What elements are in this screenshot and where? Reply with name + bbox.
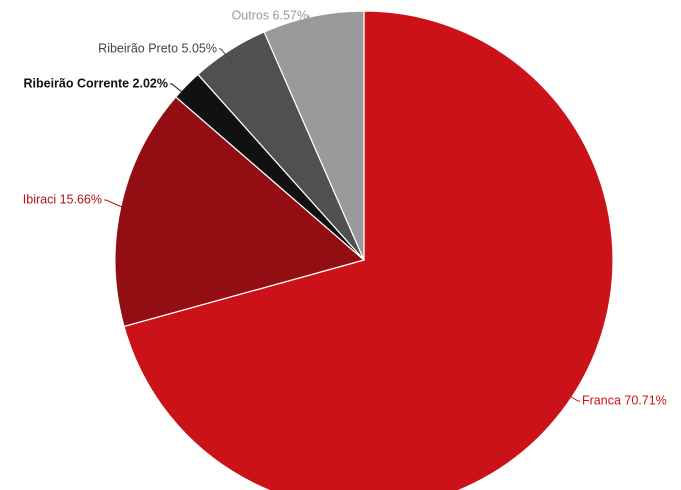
pie-slice-franca[interactable]: [123, 10, 614, 490]
data-label-franca: Franca 70.71%: [582, 393, 667, 407]
data-label-outros: Outros 6.57%: [232, 8, 308, 22]
leader-line-ribeirao-preto: [219, 48, 234, 65]
leader-line-ribeirao-corrente: [170, 83, 189, 98]
pie-slice-ibiraci[interactable]: [114, 96, 365, 328]
pie-slices: [114, 10, 614, 490]
data-label-ibiraci: Ibiraci 15.66%: [23, 192, 102, 206]
data-labels: Franca 70.71% Ibiraci 15.66% Ribeirão Corr…: [23, 8, 667, 407]
leader-line-franca: [559, 389, 580, 402]
label-leader-lines: [104, 15, 580, 402]
data-label-ribeirao-corrente: Ribeirão Corrente 2.02%: [24, 76, 169, 90]
leader-line-ibiraci: [104, 199, 123, 208]
pie-slice-outros[interactable]: [263, 10, 365, 261]
data-label-ribeirao-preto: Ribeirão Preto 5.05%: [98, 41, 217, 55]
leader-line-outros: [307, 15, 315, 30]
